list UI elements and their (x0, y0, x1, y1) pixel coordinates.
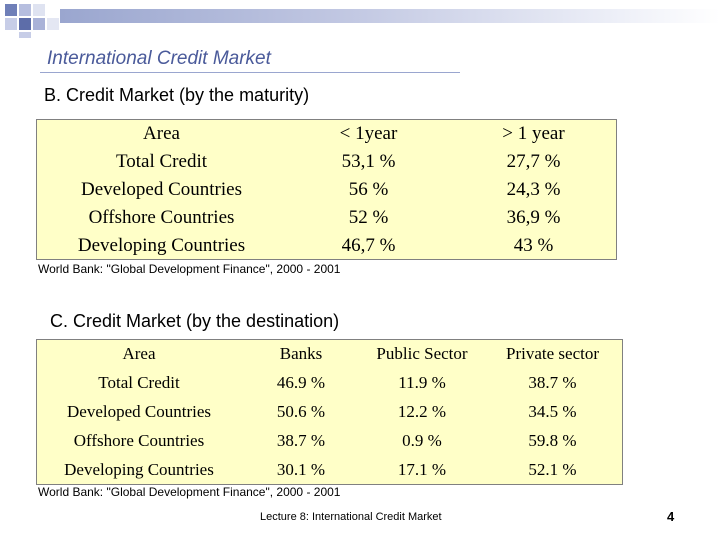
table-row: Developed Countries 56 % 24,3 % (37, 176, 616, 204)
table-cell: 46.9 % (276, 373, 326, 393)
table-cell: 27,7 % (506, 151, 561, 173)
table-cell: Offshore Countries (73, 430, 205, 450)
table-cell: 53,1 % (341, 151, 396, 173)
maturity-table: Area < 1year > 1 year Total Credit 53,1 … (36, 119, 617, 260)
table-cell: Developing Countries (64, 459, 214, 479)
column-header: Public Sector (376, 344, 468, 364)
deco-square (33, 18, 45, 30)
table-cell: 11.9 % (398, 373, 446, 393)
table-cell: Total Credit (115, 151, 207, 173)
deco-square (5, 4, 17, 16)
source-note: World Bank: "Global Development Finance"… (38, 262, 341, 276)
header-decoration (0, 0, 720, 40)
table-row: Developing Countries 46,7 % 43 % (37, 231, 616, 259)
table-cell: 46,7 % (341, 234, 396, 256)
table-cell: 52 % (348, 206, 389, 228)
table-cell: 12.2 % (397, 401, 447, 421)
table-header-row: Area Banks Public Sector Private sector (37, 340, 622, 369)
table-cell: 38.7 % (528, 373, 577, 393)
table-header-row: Area < 1year > 1 year (37, 120, 616, 148)
table-cell: 24,3 % (506, 178, 561, 200)
column-header: Private sector (506, 344, 599, 364)
table-cell: Developing Countries (77, 234, 246, 256)
table-row: Offshore Countries 38.7 % 0.9 % 59.8 % (37, 426, 622, 455)
column-header: > 1 year (502, 123, 565, 145)
table-cell: Developed Countries (67, 401, 211, 421)
destination-table: Area Banks Public Sector Private sector … (36, 339, 623, 485)
column-header: < 1year (339, 123, 398, 145)
deco-square (19, 32, 31, 38)
deco-square (19, 18, 31, 30)
table-cell: 43 % (513, 234, 554, 256)
table-cell: Offshore Countries (88, 206, 235, 228)
table-cell: 38.7 % (276, 430, 326, 450)
table-cell: 59.8 % (528, 430, 577, 450)
table-row: Total Credit 46.9 % 11.9 % 38.7 % (37, 369, 622, 398)
section-b-heading: B. Credit Market (by the maturity) (44, 85, 310, 105)
table-cell: 17.1 % (397, 459, 447, 479)
table-cell: 36,9 % (506, 206, 561, 228)
table-cell: Total Credit (98, 373, 180, 393)
table-cell: 0.9 % (402, 430, 442, 450)
column-header: Banks (279, 344, 323, 364)
table-cell: 52.1 % (528, 459, 577, 479)
table-row: Offshore Countries 52 % 36,9 % (37, 203, 616, 231)
column-header: Area (143, 123, 180, 145)
table-cell: 30.1 % (276, 459, 326, 479)
page-number: 4 (667, 509, 675, 524)
column-header: Area (122, 344, 156, 364)
table-row: Developing Countries 30.1 % 17.1 % 52.1 … (37, 455, 622, 484)
table-cell: 34.5 % (528, 401, 577, 421)
table-cell: 56 % (348, 178, 389, 200)
table-row: Developed Countries 50.6 % 12.2 % 34.5 % (37, 398, 622, 427)
table-cell: Developed Countries (81, 178, 242, 200)
table-cell: 50.6 % (276, 401, 326, 421)
deco-square (5, 18, 17, 30)
section-c-heading: C. Credit Market (by the destination) (50, 311, 340, 331)
deco-square (47, 18, 59, 30)
deco-square (19, 4, 31, 16)
deco-square (33, 4, 45, 16)
slide-title: International Credit Market (47, 48, 271, 69)
header-gradient-band (60, 9, 720, 23)
slide-footer: Lecture 8: International Credit Market (260, 511, 442, 523)
title-underline (40, 72, 460, 73)
source-note: World Bank: "Global Development Finance"… (38, 485, 341, 499)
table-row: Total Credit 53,1 % 27,7 % (37, 148, 616, 176)
